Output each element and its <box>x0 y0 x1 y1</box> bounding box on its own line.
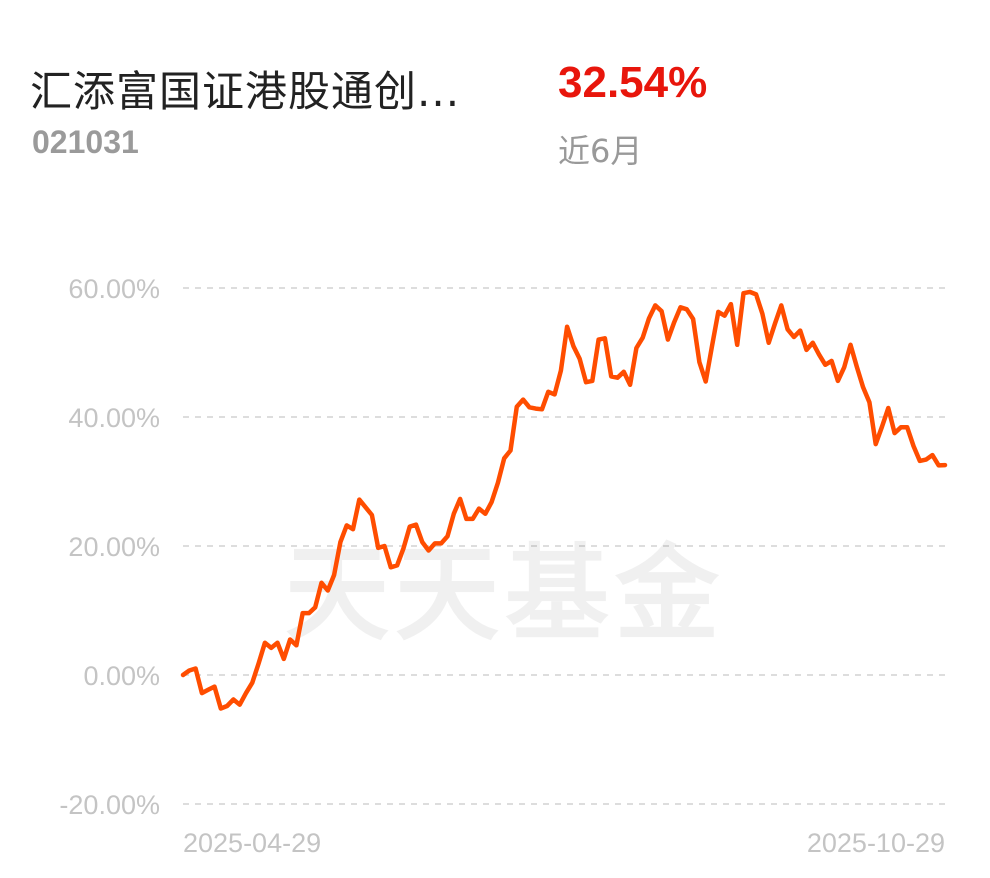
x-tick-label: 2025-04-29 <box>183 828 321 858</box>
y-tick-label: 60.00% <box>68 274 160 304</box>
line-layer <box>180 289 948 711</box>
grid-layer: 60.00% 40.00% 20.00% 0.00% -20.00% 2025-04-29… <box>59 274 945 858</box>
watermark: 天天基金 <box>285 533 725 655</box>
y-tick-label: -20.00% <box>59 790 160 820</box>
return-value: 32.54% <box>558 58 708 107</box>
period-label[interactable]: 近6月 <box>558 132 643 170</box>
y-tick-label: 0.00% <box>83 661 160 691</box>
y-tick-label: 20.00% <box>68 532 160 562</box>
series-line <box>180 289 948 711</box>
fund-code: 021031 <box>32 124 139 160</box>
y-tick-label: 40.00% <box>68 403 160 433</box>
fund-name: 汇添富国证港股通创... <box>30 67 461 116</box>
x-tick-label: 2025-10-29 <box>807 828 945 858</box>
